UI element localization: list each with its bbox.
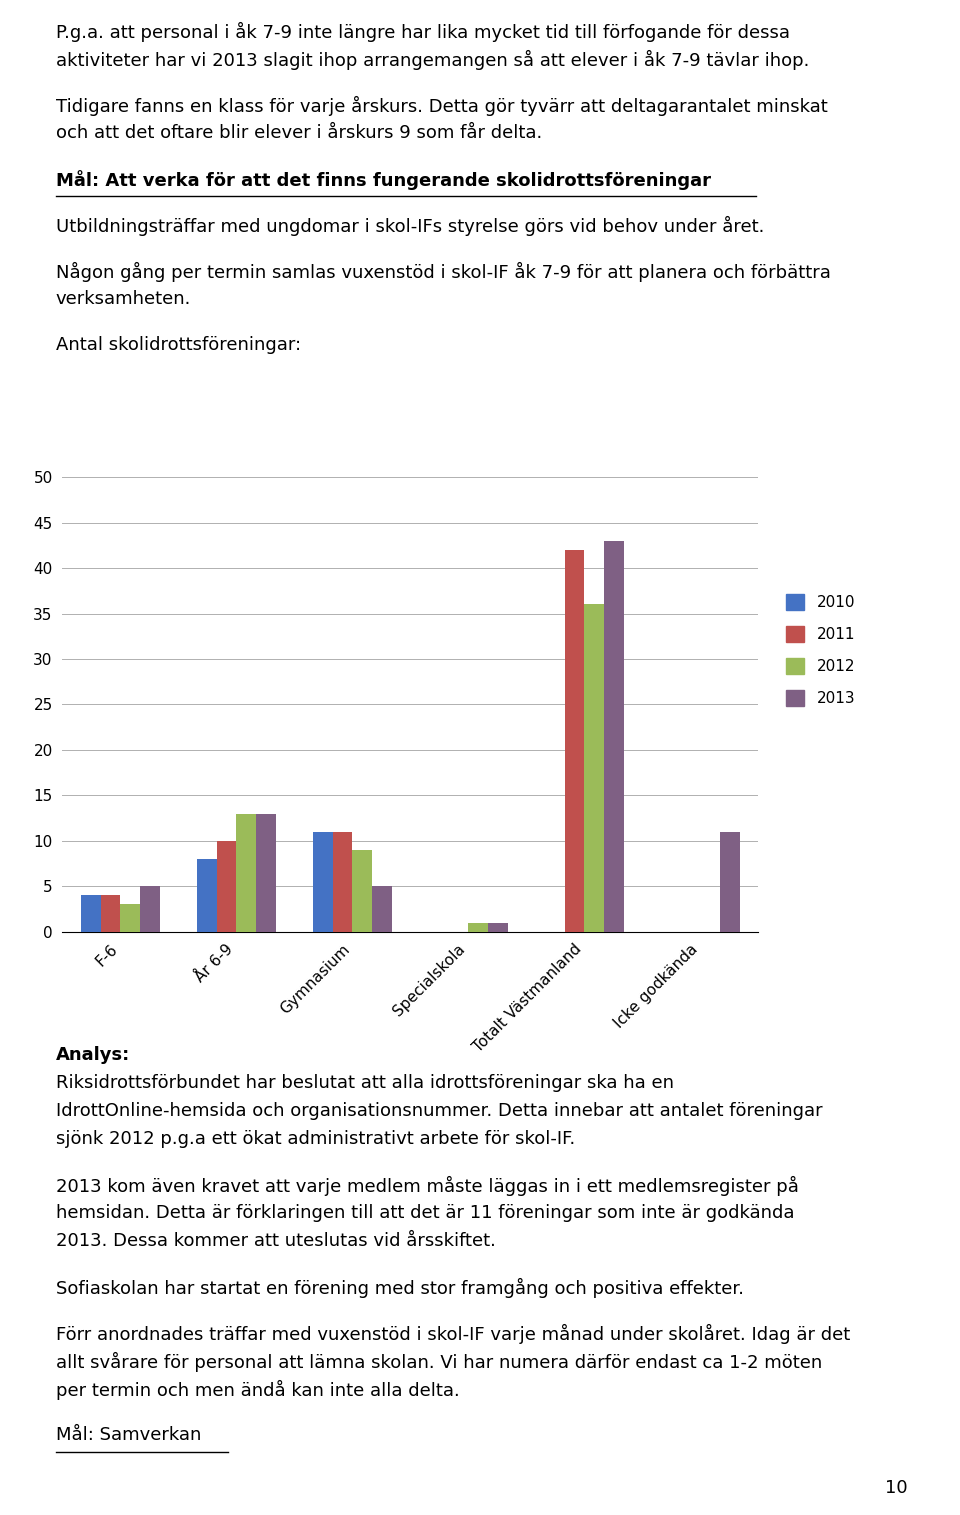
Legend: 2010, 2011, 2012, 2013: 2010, 2011, 2012, 2013 [780, 588, 861, 712]
Text: IdrottOnline-hemsida och organisationsnummer. Detta innebar att antalet förening: IdrottOnline-hemsida och organisationsnu… [56, 1101, 823, 1120]
Text: sjönk 2012 p.g.a ett ökat administrativt arbete för skol-IF.: sjönk 2012 p.g.a ett ökat administrativt… [56, 1130, 575, 1148]
Text: hemsidan. Detta är förklaringen till att det är 11 föreningar som inte är godkän: hemsidan. Detta är förklaringen till att… [56, 1204, 794, 1223]
Bar [101, 895, 120, 932]
Bar [604, 541, 624, 932]
Bar [256, 814, 276, 932]
Bar [333, 832, 352, 932]
Text: allt svårare för personal att lämna skolan. Vi har numera därför endast ca 1-2 m: allt svårare för personal att lämna skol… [56, 1351, 822, 1373]
Text: 2013. Dessa kommer att uteslutas vid årsskiftet.: 2013. Dessa kommer att uteslutas vid års… [56, 1232, 495, 1250]
Text: Riksidrottsförbundet har beslutat att alla idrottsföreningar ska ha en: Riksidrottsförbundet har beslutat att al… [56, 1074, 674, 1092]
Bar [81, 895, 101, 932]
Bar [120, 904, 140, 932]
Text: Någon gång per termin samlas vuxenstöd i skol-IF åk 7-9 för att planera och förb: Någon gång per termin samlas vuxenstöd i… [56, 262, 830, 282]
Text: P.g.a. att personal i åk 7-9 inte längre har lika mycket tid till förfogande för: P.g.a. att personal i åk 7-9 inte längre… [56, 23, 790, 42]
Bar [217, 841, 236, 932]
Text: 10: 10 [884, 1479, 907, 1497]
Bar [352, 850, 372, 932]
Text: Förr anordnades träffar med vuxenstöd i skol-IF varje månad under skolåret. Idag: Förr anordnades träffar med vuxenstöd i … [56, 1324, 850, 1344]
Bar [372, 886, 392, 932]
Text: Utbildningsträffar med ungdomar i skol-IFs styrelse görs vid behov under året.: Utbildningsträffar med ungdomar i skol-I… [56, 217, 764, 236]
Bar [313, 832, 333, 932]
Text: 2013 kom även kravet att varje medlem måste läggas in i ett medlemsregister på: 2013 kom även kravet att varje medlem må… [56, 1176, 799, 1195]
Bar [488, 923, 508, 932]
Text: per termin och men ändå kan inte alla delta.: per termin och men ändå kan inte alla de… [56, 1380, 460, 1400]
Text: Mål: Samverkan: Mål: Samverkan [56, 1426, 201, 1444]
Text: Antal skolidrottsföreningar:: Antal skolidrottsföreningar: [56, 336, 300, 355]
Text: Analys:: Analys: [56, 1045, 130, 1064]
Bar [140, 886, 159, 932]
Bar [564, 550, 585, 932]
Text: aktiviteter har vi 2013 slagit ihop arrangemangen så att elever i åk 7-9 tävlar : aktiviteter har vi 2013 slagit ihop arra… [56, 50, 809, 70]
Text: Tidigare fanns en klass för varje årskurs. Detta gör tyvärr att deltagarantalet : Tidigare fanns en klass för varje årskur… [56, 95, 828, 117]
Bar [585, 604, 604, 932]
Text: Mål: Att verka för att det finns fungerande skolidrottsföreningar: Mål: Att verka för att det finns fungera… [56, 170, 710, 189]
Text: och att det oftare blir elever i årskurs 9 som får delta.: och att det oftare blir elever i årskurs… [56, 124, 542, 142]
Text: Sofiaskolan har startat en förening med stor framgång och positiva effekter.: Sofiaskolan har startat en förening med … [56, 1279, 744, 1298]
Text: verksamheten.: verksamheten. [56, 289, 191, 308]
Bar [197, 859, 217, 932]
Bar [720, 832, 740, 932]
Bar [468, 923, 488, 932]
Bar [236, 814, 256, 932]
